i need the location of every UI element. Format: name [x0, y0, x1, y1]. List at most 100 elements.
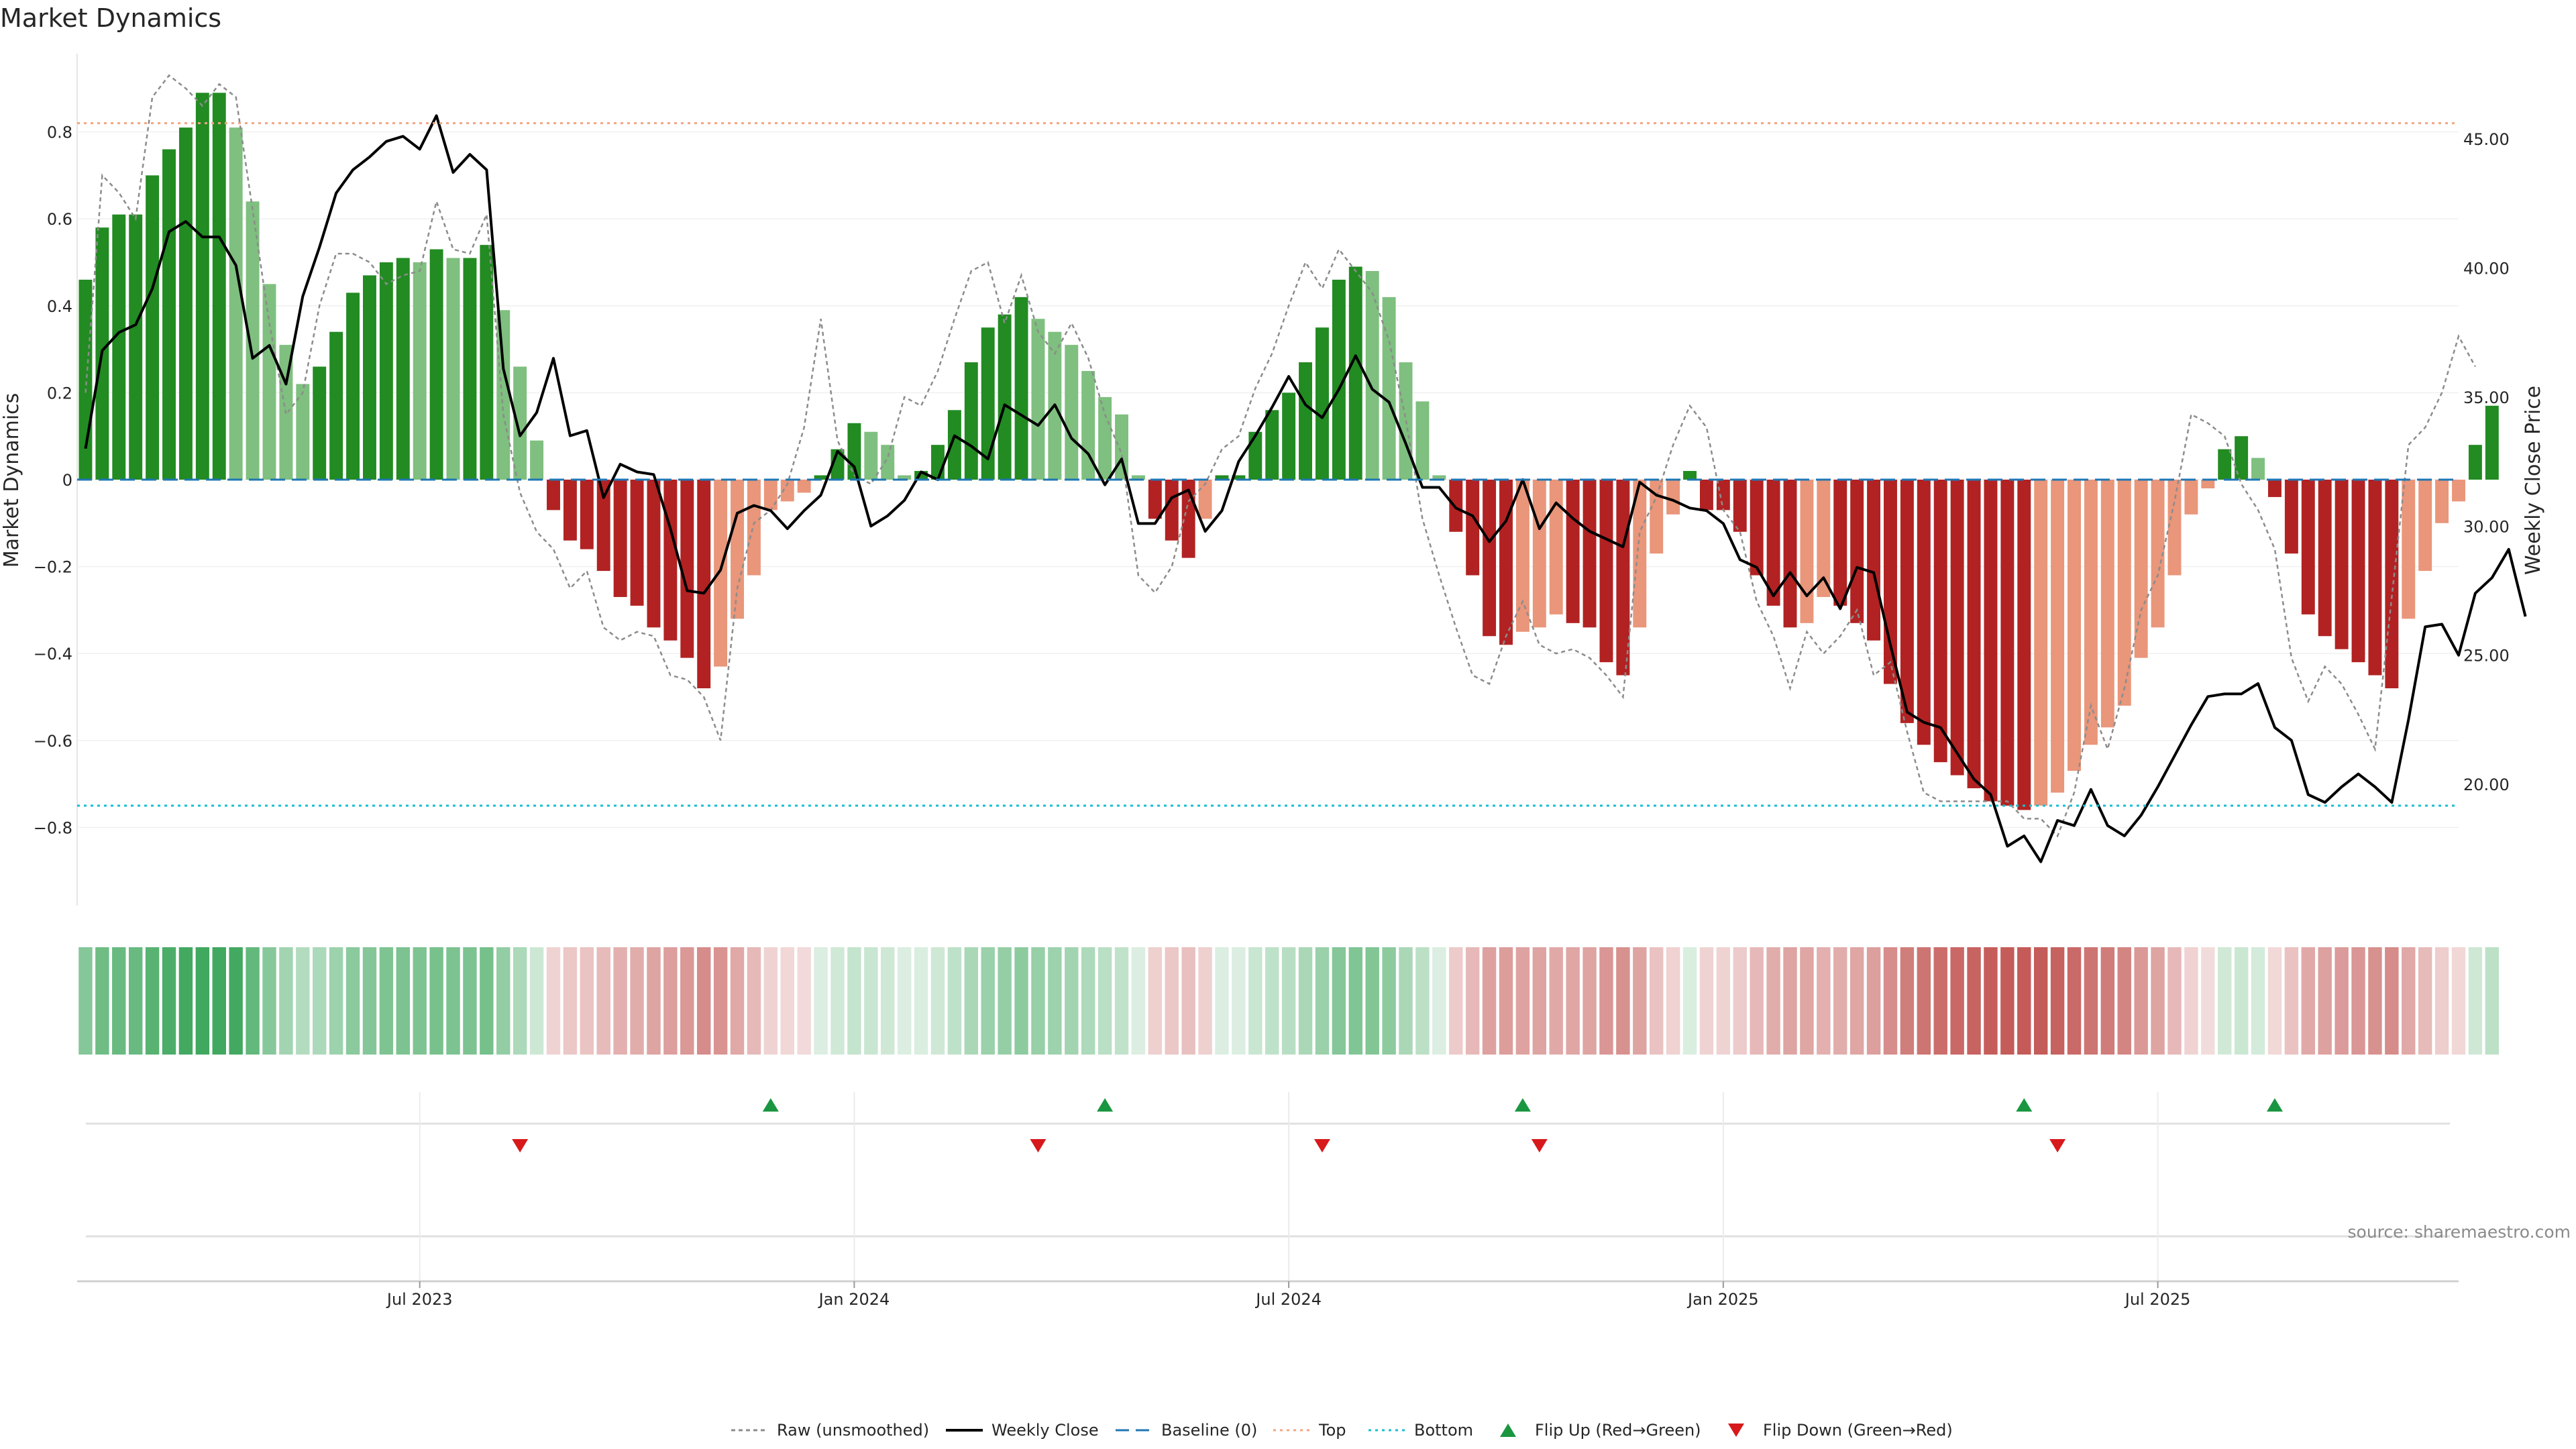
- bar: [680, 480, 694, 658]
- strip-cell: [1783, 947, 1797, 1055]
- strip-cell: [2334, 947, 2349, 1055]
- right-y-axis: 45.00 40.00 35.00 30.00 25.00 20.00: [2463, 130, 2510, 794]
- strip-cell: [2368, 947, 2382, 1055]
- bar: [2301, 480, 2315, 614]
- left-tick-label: 0.2: [47, 384, 72, 402]
- legend-item-baseline: Baseline (0): [1116, 1421, 1257, 1440]
- strip-cell: [1984, 947, 1998, 1055]
- bar: [78, 279, 93, 480]
- strip-cell: [379, 947, 394, 1055]
- bar: [146, 175, 160, 480]
- bar: [1566, 480, 1580, 623]
- legend-label: Flip Down (Green→Red): [1763, 1421, 1953, 1440]
- bar: [613, 480, 627, 597]
- bar: [1967, 480, 1981, 789]
- left-tick-label: −0.4: [34, 645, 72, 663]
- bar: [780, 480, 794, 502]
- bar: [947, 410, 961, 480]
- bar: [178, 127, 193, 480]
- strip-cell: [1666, 947, 1680, 1055]
- bar: [496, 310, 511, 480]
- strip-cell: [1281, 947, 1296, 1055]
- bar: [2235, 436, 2249, 480]
- strip-cell: [212, 947, 226, 1055]
- bar: [2000, 480, 2015, 806]
- bar: [1282, 392, 1296, 480]
- bar: [1148, 480, 1162, 519]
- strip-cell: [1315, 947, 1330, 1055]
- flip-up-marker: [2266, 1098, 2283, 1112]
- bar: [2284, 480, 2298, 554]
- bar: [1365, 270, 1379, 480]
- bar: [1867, 480, 1881, 641]
- strip-cell: [1917, 947, 1931, 1055]
- strip-cell: [112, 947, 126, 1055]
- flip-down-marker: [2049, 1139, 2066, 1152]
- bar: [1917, 480, 1931, 745]
- bar: [2351, 480, 2365, 663]
- legend-item-top: Top: [1273, 1421, 1346, 1440]
- legend-item-raw: Raw (unsmoothed): [731, 1421, 929, 1440]
- strip-cell: [178, 947, 193, 1055]
- bar: [1783, 480, 1797, 628]
- source-note: source: sharemaestro.com: [2348, 1222, 2571, 1242]
- bar: [763, 480, 777, 511]
- strip-cell: [2351, 947, 2365, 1055]
- strip-cell: [1800, 947, 1814, 1055]
- strip-cell: [413, 947, 427, 1055]
- bar: [229, 127, 243, 480]
- bar: [1683, 471, 1697, 480]
- strip-cell: [2234, 947, 2249, 1055]
- strip-cell: [463, 947, 477, 1055]
- strip-cell: [513, 947, 527, 1055]
- strip-cell: [580, 947, 594, 1055]
- bar: [2151, 480, 2165, 628]
- strip-cell: [1031, 947, 1045, 1055]
- strip-cell: [2201, 947, 2215, 1055]
- strip-cell: [396, 947, 411, 1055]
- strip-cell: [1566, 947, 1580, 1055]
- x-tick-label: Jul 2023: [386, 1290, 453, 1309]
- strip-cell: [1682, 947, 1697, 1055]
- bar: [1415, 401, 1430, 480]
- legend-label: Baseline (0): [1161, 1421, 1257, 1440]
- bar: [413, 262, 427, 480]
- reference-lines: [77, 122, 2459, 807]
- legend-swatch: [1728, 1424, 1744, 1437]
- strip-cell: [229, 947, 243, 1055]
- bar: [1950, 480, 1964, 775]
- bar: [1766, 480, 1780, 606]
- bar: [2418, 480, 2432, 572]
- bar: [1850, 480, 1864, 623]
- bar: [2017, 480, 2031, 810]
- intensity-strip: [78, 947, 2500, 1055]
- bar: [1633, 480, 1647, 628]
- strip-cell: [1833, 947, 1847, 1055]
- bar: [2268, 480, 2282, 497]
- bar: [731, 480, 744, 619]
- strip-cell: [1883, 947, 1898, 1055]
- bar: [1833, 480, 1847, 606]
- bar: [246, 201, 260, 480]
- strip-cell: [730, 947, 745, 1055]
- strip-cell: [797, 947, 811, 1055]
- bar: [2167, 480, 2182, 576]
- strip-cell: [1549, 947, 1563, 1055]
- strip-cell: [529, 947, 544, 1055]
- bar: [329, 331, 343, 480]
- strip-cell: [329, 947, 343, 1055]
- left-tick-label: 0.4: [47, 297, 72, 316]
- strip-cell: [1365, 947, 1379, 1055]
- strip-cell: [362, 947, 377, 1055]
- flip-up-marker: [2016, 1098, 2033, 1112]
- bar: [212, 93, 226, 480]
- flip-up-marker: [1097, 1098, 1114, 1112]
- strip-cell: [95, 947, 109, 1055]
- market-dynamics-bars: [78, 93, 2499, 810]
- strip-cell: [847, 947, 861, 1055]
- bar: [112, 214, 126, 480]
- strip-cell: [680, 947, 694, 1055]
- strip-cell: [2151, 947, 2165, 1055]
- bar: [446, 258, 460, 480]
